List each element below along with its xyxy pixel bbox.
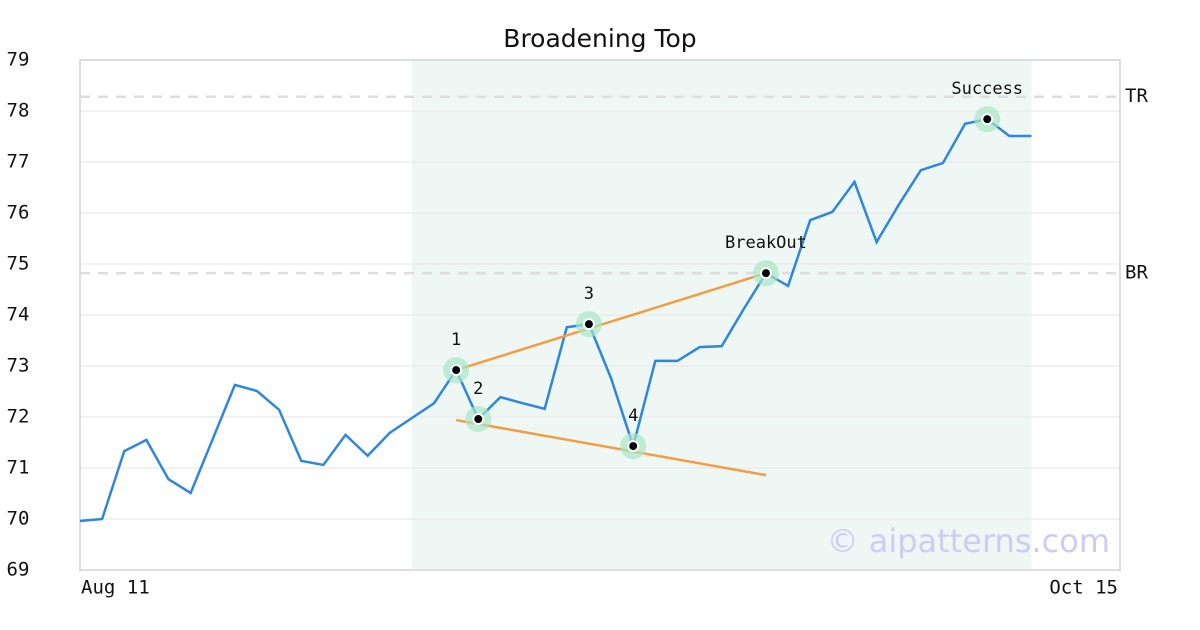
point-marker <box>759 267 772 280</box>
level-label: BR <box>1125 262 1148 284</box>
plot-frame <box>79 59 1121 571</box>
trend-line <box>455 271 767 372</box>
point-marker <box>582 318 595 331</box>
y-tick-label: 75 <box>7 253 30 275</box>
y-tick-label: 79 <box>7 49 30 71</box>
y-tick-label: 72 <box>7 406 30 428</box>
point-label: Success <box>951 79 1023 99</box>
y-tick-label: 76 <box>7 202 30 224</box>
watermark: © aipatterns.com <box>827 522 1110 560</box>
x-tick-label: Aug 11 <box>81 577 150 599</box>
y-tick-label: 74 <box>7 304 30 326</box>
y-tick-label: 71 <box>7 457 30 479</box>
y-tick-label: 73 <box>7 355 30 377</box>
point-label: 2 <box>473 379 483 399</box>
point-marker <box>981 113 994 126</box>
price-line <box>79 117 1032 523</box>
y-tick-label: 78 <box>7 100 30 122</box>
level-label: TR <box>1125 85 1148 107</box>
point-label: 3 <box>584 284 594 304</box>
y-tick-label: 70 <box>7 508 30 530</box>
point-label: 1 <box>451 330 461 350</box>
y-tick-label: 77 <box>7 151 30 173</box>
y-tick-label: 69 <box>7 559 30 581</box>
point-label: 4 <box>628 406 638 426</box>
trend-line <box>455 418 767 477</box>
chart-title: Broadening Top <box>503 24 696 53</box>
x-tick-label: Oct 15 <box>1049 577 1118 599</box>
point-marker <box>450 364 463 377</box>
point-marker <box>472 413 485 426</box>
point-label: BreakOut <box>725 233 807 253</box>
point-marker <box>627 440 640 453</box>
